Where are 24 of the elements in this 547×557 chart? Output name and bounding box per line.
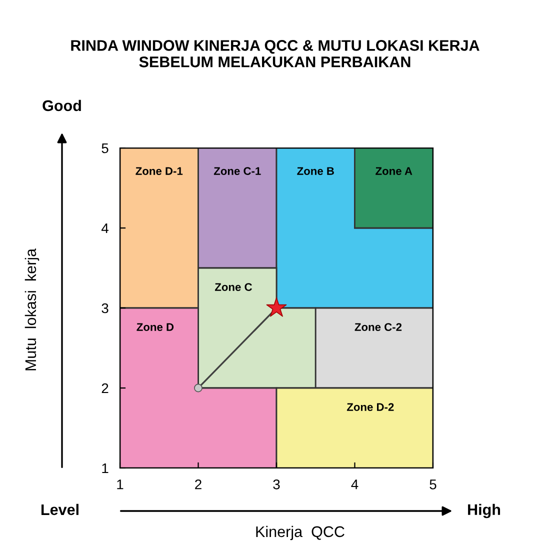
y-tick-label: 4	[101, 223, 108, 234]
annotation: Zone D-1	[136, 167, 183, 175]
x-tick-label: 1	[117, 480, 124, 490]
text: High	[468, 504, 500, 518]
y-tick-label: 3	[102, 303, 108, 314]
chart-title: RINDA WINDOW KINERJA QCC & MUTU LOKASI KERJA SEBELUM MELAKUKAN PERBAIKAN	[71, 40, 480, 68]
y-tick-label: 5	[102, 143, 108, 154]
x-tick-label: 2	[195, 479, 202, 490]
y-axis-title: Mutu lokasi kerja	[24, 248, 40, 370]
annotation: Zone D-2	[346, 403, 394, 411]
x-tick-label: 4	[351, 480, 358, 490]
annotation: Zone C-2	[354, 323, 402, 331]
y-tick-label: 2	[102, 383, 108, 394]
annotation: Zone B	[297, 167, 334, 175]
x-tick-label: 3	[273, 479, 280, 490]
x-tick-label: 5	[430, 480, 436, 490]
text: Level	[41, 504, 78, 516]
text: Good	[42, 100, 81, 112]
annotation: Zone D	[136, 323, 174, 331]
y-tick-label: 1	[102, 463, 108, 474]
x-axis-title: Kinerja QCC	[256, 526, 344, 540]
annotation: Zone C	[214, 283, 252, 291]
annotation: Zone C-1	[214, 167, 261, 175]
annotation: Zone A	[376, 167, 412, 175]
